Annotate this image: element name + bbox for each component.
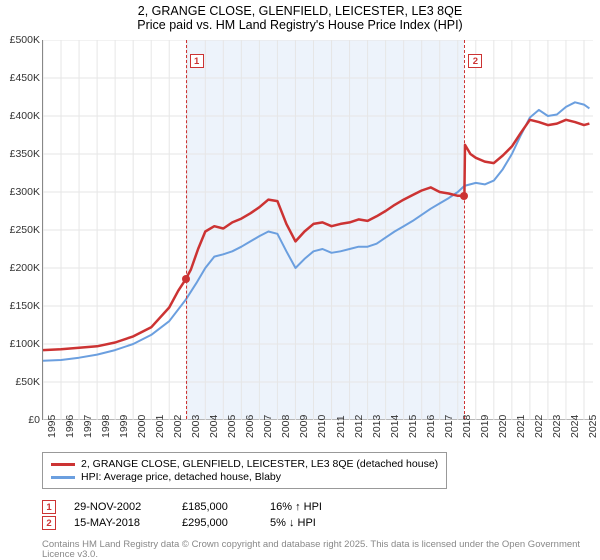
- series-hpi: [43, 102, 589, 360]
- xtick-label: 2010: [316, 415, 328, 438]
- legend: 2, GRANGE CLOSE, GLENFIELD, LEICESTER, L…: [42, 452, 447, 489]
- xtick-label: 2000: [136, 415, 148, 438]
- xtick-label: 2022: [533, 415, 545, 438]
- chart-plot-area: 12: [42, 40, 592, 420]
- legend-row: HPI: Average price, detached house, Blab…: [51, 471, 438, 483]
- sale-marker-box-1: 1: [190, 54, 204, 68]
- xtick-label: 1996: [64, 415, 76, 438]
- sale-price: £185,000: [182, 501, 252, 513]
- xtick-label: 2014: [389, 415, 401, 438]
- xtick-label: 2012: [353, 415, 365, 438]
- xtick-label: 2013: [371, 415, 383, 438]
- xtick-label: 2025: [587, 415, 599, 438]
- title-subtitle: Price paid vs. HM Land Registry's House …: [0, 18, 600, 32]
- xtick-label: 2018: [461, 415, 473, 438]
- legend-label: 2, GRANGE CLOSE, GLENFIELD, LEICESTER, L…: [81, 458, 438, 470]
- xtick-label: 2001: [154, 415, 166, 438]
- legend-label: HPI: Average price, detached house, Blab…: [81, 471, 281, 483]
- title-address: 2, GRANGE CLOSE, GLENFIELD, LEICESTER, L…: [0, 4, 600, 18]
- ytick-label: £350K: [0, 148, 40, 160]
- xtick-label: 2019: [479, 415, 491, 438]
- sale-marker-box-2: 2: [468, 54, 482, 68]
- ytick-label: £450K: [0, 72, 40, 84]
- xtick-label: 2016: [425, 415, 437, 438]
- ytick-label: £200K: [0, 262, 40, 274]
- sale-delta: 5% ↓ HPI: [270, 517, 350, 529]
- xtick-label: 1998: [100, 415, 112, 438]
- sale-index-box: 1: [42, 500, 56, 514]
- ytick-label: £500K: [0, 34, 40, 46]
- ytick-label: £150K: [0, 300, 40, 312]
- xtick-label: 2021: [515, 415, 527, 438]
- xtick-label: 2003: [190, 415, 202, 438]
- legend-row: 2, GRANGE CLOSE, GLENFIELD, LEICESTER, L…: [51, 458, 438, 470]
- ytick-label: £100K: [0, 338, 40, 350]
- xtick-label: 2015: [407, 415, 419, 438]
- xtick-label: 2006: [244, 415, 256, 438]
- xtick-label: 2009: [298, 415, 310, 438]
- sale-date: 29-NOV-2002: [74, 501, 164, 513]
- ytick-label: £0: [0, 414, 40, 426]
- xtick-label: 2008: [280, 415, 292, 438]
- xtick-label: 2023: [551, 415, 563, 438]
- sale-marker-line-1: [186, 40, 187, 419]
- sale-delta: 16% ↑ HPI: [270, 501, 350, 513]
- xtick-label: 2002: [172, 415, 184, 438]
- sale-marker-line-2: [464, 40, 465, 419]
- attribution-text: Contains HM Land Registry data © Crown c…: [42, 540, 600, 560]
- legend-swatch: [51, 463, 75, 466]
- xtick-label: 1995: [46, 415, 58, 438]
- xtick-label: 1999: [118, 415, 130, 438]
- xtick-label: 2005: [226, 415, 238, 438]
- xtick-label: 2004: [208, 415, 220, 438]
- sale-index-box: 2: [42, 516, 56, 530]
- title-block: 2, GRANGE CLOSE, GLENFIELD, LEICESTER, L…: [0, 0, 600, 34]
- sale-dot-2: [460, 192, 468, 200]
- ytick-label: £50K: [0, 376, 40, 388]
- ytick-label: £250K: [0, 224, 40, 236]
- xtick-label: 2020: [497, 415, 509, 438]
- ytick-label: £400K: [0, 110, 40, 122]
- sale-price: £295,000: [182, 517, 252, 529]
- xtick-label: 2024: [569, 415, 581, 438]
- sale-dot-1: [182, 275, 190, 283]
- sales-table: 1 29-NOV-2002 £185,000 16% ↑ HPI 2 15-MAY-201…: [42, 498, 350, 532]
- chart-container: 2, GRANGE CLOSE, GLENFIELD, LEICESTER, L…: [0, 0, 600, 560]
- ytick-label: £300K: [0, 186, 40, 198]
- xtick-label: 2017: [443, 415, 455, 438]
- sale-row: 2 15-MAY-2018 £295,000 5% ↓ HPI: [42, 516, 350, 530]
- xtick-label: 2011: [335, 415, 347, 438]
- chart-svg: [43, 40, 593, 420]
- sale-row: 1 29-NOV-2002 £185,000 16% ↑ HPI: [42, 500, 350, 514]
- xtick-label: 2007: [262, 415, 274, 438]
- xtick-label: 1997: [82, 415, 94, 438]
- legend-swatch: [51, 476, 75, 479]
- sale-date: 15-MAY-2018: [74, 517, 164, 529]
